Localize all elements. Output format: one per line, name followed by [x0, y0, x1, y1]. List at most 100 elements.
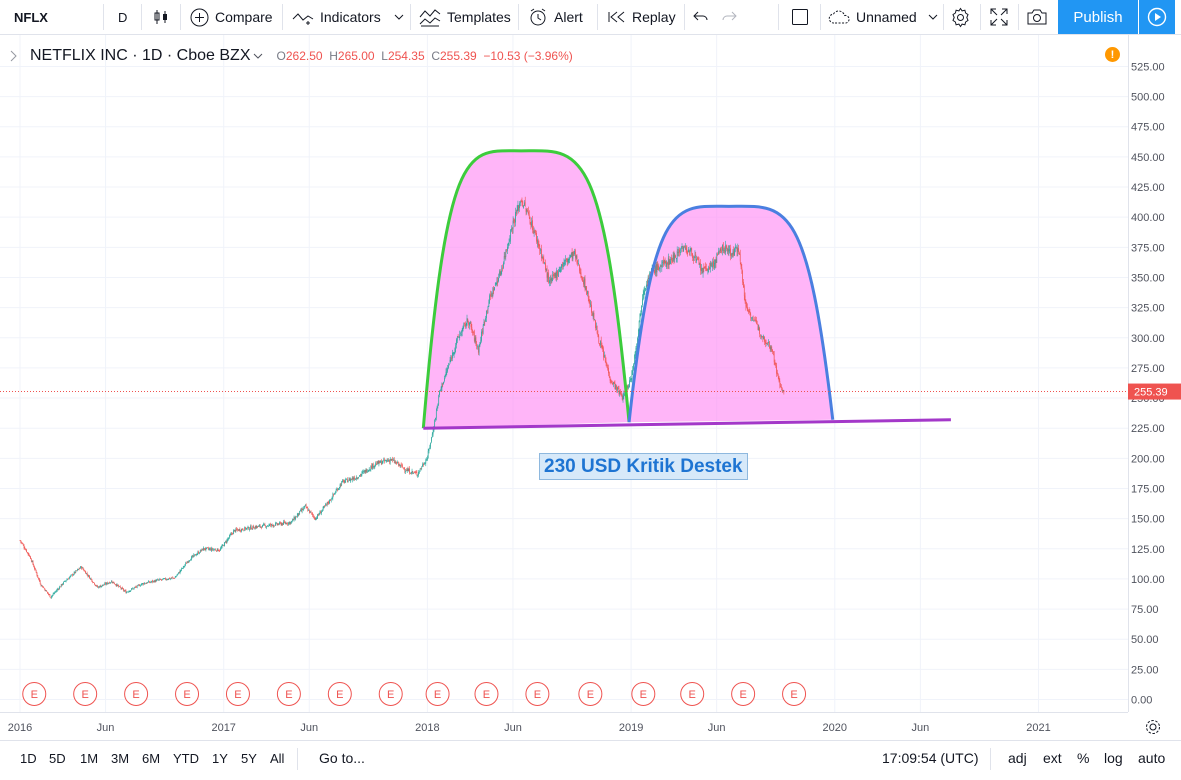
candle-body: [435, 418, 436, 420]
candle-body: [288, 522, 289, 525]
candle-body: [629, 378, 631, 381]
fullscreen-button[interactable]: [989, 0, 1009, 34]
price-axis[interactable]: 525.00 500.00 475.00 450.00 425.00 400.00 375.…: [1128, 34, 1181, 712]
candle-body: [216, 550, 217, 552]
candle-body: [446, 370, 448, 372]
left-dome-arc: [421, 149, 631, 429]
templates-button[interactable]: Templates: [419, 0, 511, 34]
series-legend[interactable]: NETFLIX INC · 1D · Cboe BZX O262.50 H265…: [10, 46, 573, 66]
axis-option-button[interactable]: auto: [1138, 750, 1166, 766]
candle-body: [122, 587, 124, 589]
candle-body: [33, 564, 35, 568]
candle-body: [750, 314, 752, 318]
candle-body: [186, 562, 187, 564]
candle-body: [420, 468, 422, 469]
axis-option-button[interactable]: adj: [1008, 750, 1027, 766]
candle-body: [22, 543, 23, 545]
snapshot-button[interactable]: [1026, 0, 1048, 34]
axis-option-button[interactable]: %: [1077, 750, 1090, 766]
support-annotation[interactable]: 230 USD Kritik Destek: [539, 453, 748, 480]
candle-body: [648, 277, 650, 280]
candle-body: [624, 393, 625, 395]
collapse-icon[interactable]: [10, 50, 24, 62]
compare-button[interactable]: Compare: [190, 0, 273, 34]
candle-body: [499, 271, 501, 276]
earnings-marker: [73, 682, 98, 706]
range-ytd-button[interactable]: YTD: [173, 750, 199, 766]
candle-body: [520, 202, 521, 203]
warning-icon[interactable]: !: [1105, 47, 1120, 62]
candle-body: [486, 310, 487, 319]
candle-body: [119, 586, 121, 588]
candle-body: [175, 576, 177, 578]
candle-body: [405, 470, 406, 472]
candle-body: [64, 580, 65, 582]
candle-body: [478, 344, 480, 353]
candle-body: [423, 464, 425, 466]
range-1m-button[interactable]: 1M: [80, 750, 99, 766]
range-5y-button[interactable]: 5Y: [241, 750, 257, 766]
candle-body: [357, 478, 359, 480]
candle-body: [554, 272, 556, 277]
candle-body: [196, 553, 198, 555]
indicators-menu-button[interactable]: [393, 0, 405, 34]
replay-button[interactable]: Replay: [608, 0, 676, 34]
candle-body: [692, 253, 693, 258]
range-5d-button[interactable]: 5D: [49, 750, 66, 766]
candle-body: [574, 250, 576, 257]
candle-body: [744, 295, 746, 302]
candle-body: [621, 396, 623, 400]
candle-body: [585, 287, 587, 290]
time-axis[interactable]: 2016 Jun 2017 Jun 2018 Jun 2019 Jun 2020 Jun 2021: [0, 712, 1160, 735]
clock[interactable]: 17:09:54 (UTC): [882, 741, 978, 775]
axis-option-button[interactable]: ext: [1043, 750, 1062, 766]
candle-body: [435, 411, 437, 419]
candle-body: [611, 382, 613, 384]
chart-style-button[interactable]: [152, 0, 170, 34]
axis-option-button[interactable]: log: [1104, 750, 1123, 766]
symbol-search[interactable]: NFLX: [14, 0, 48, 34]
candle-body: [712, 261, 714, 268]
price-tick-label: 0.00: [1131, 695, 1152, 707]
range-1y-button[interactable]: 1Y: [212, 750, 228, 766]
range-6m-button[interactable]: 6M: [142, 750, 161, 766]
publish-button[interactable]: Publish: [1058, 0, 1138, 34]
interval-button[interactable]: D: [118, 0, 127, 34]
candle-body: [747, 307, 748, 312]
candle-body: [309, 509, 310, 513]
candle-body: [68, 578, 69, 580]
goto-button[interactable]: Go to...: [319, 741, 365, 775]
settings-button[interactable]: [950, 0, 971, 34]
candle-body: [328, 502, 330, 504]
candle-body: [75, 570, 77, 573]
indicators-button[interactable]: Indicators: [292, 0, 381, 34]
candle-body: [369, 469, 371, 471]
chevron-down-icon[interactable]: [253, 52, 263, 60]
candle-body: [190, 559, 191, 561]
candle-body: [377, 461, 379, 464]
candle-body: [678, 250, 680, 253]
candle-body: [387, 459, 389, 461]
candle-body: [705, 268, 707, 270]
time-tick-label: Jun: [97, 722, 115, 734]
candle-body: [96, 585, 98, 587]
range-1d-button[interactable]: 1D: [20, 750, 37, 766]
candle-body: [491, 294, 493, 296]
range-all-button[interactable]: All: [270, 750, 285, 766]
undo-button[interactable]: [693, 0, 709, 34]
price-chart[interactable]: 525.00 500.00 475.00 450.00 425.00 400.00 375.…: [0, 0, 1181, 740]
price-tick-label: 475.00: [1131, 122, 1165, 134]
candle-body: [213, 549, 215, 551]
fullscreen-select-button[interactable]: [791, 0, 809, 34]
candle-body: [169, 577, 170, 580]
redo-button[interactable]: [721, 0, 737, 34]
alert-button[interactable]: Alert: [528, 0, 583, 34]
candle-body: [400, 464, 402, 466]
candle-body: [61, 584, 63, 586]
layout-name-button[interactable]: Unnamed: [828, 0, 939, 34]
play-button[interactable]: [1139, 0, 1175, 34]
candle-body: [234, 530, 236, 532]
candle-body: [83, 569, 85, 571]
range-3m-button[interactable]: 3M: [111, 750, 130, 766]
